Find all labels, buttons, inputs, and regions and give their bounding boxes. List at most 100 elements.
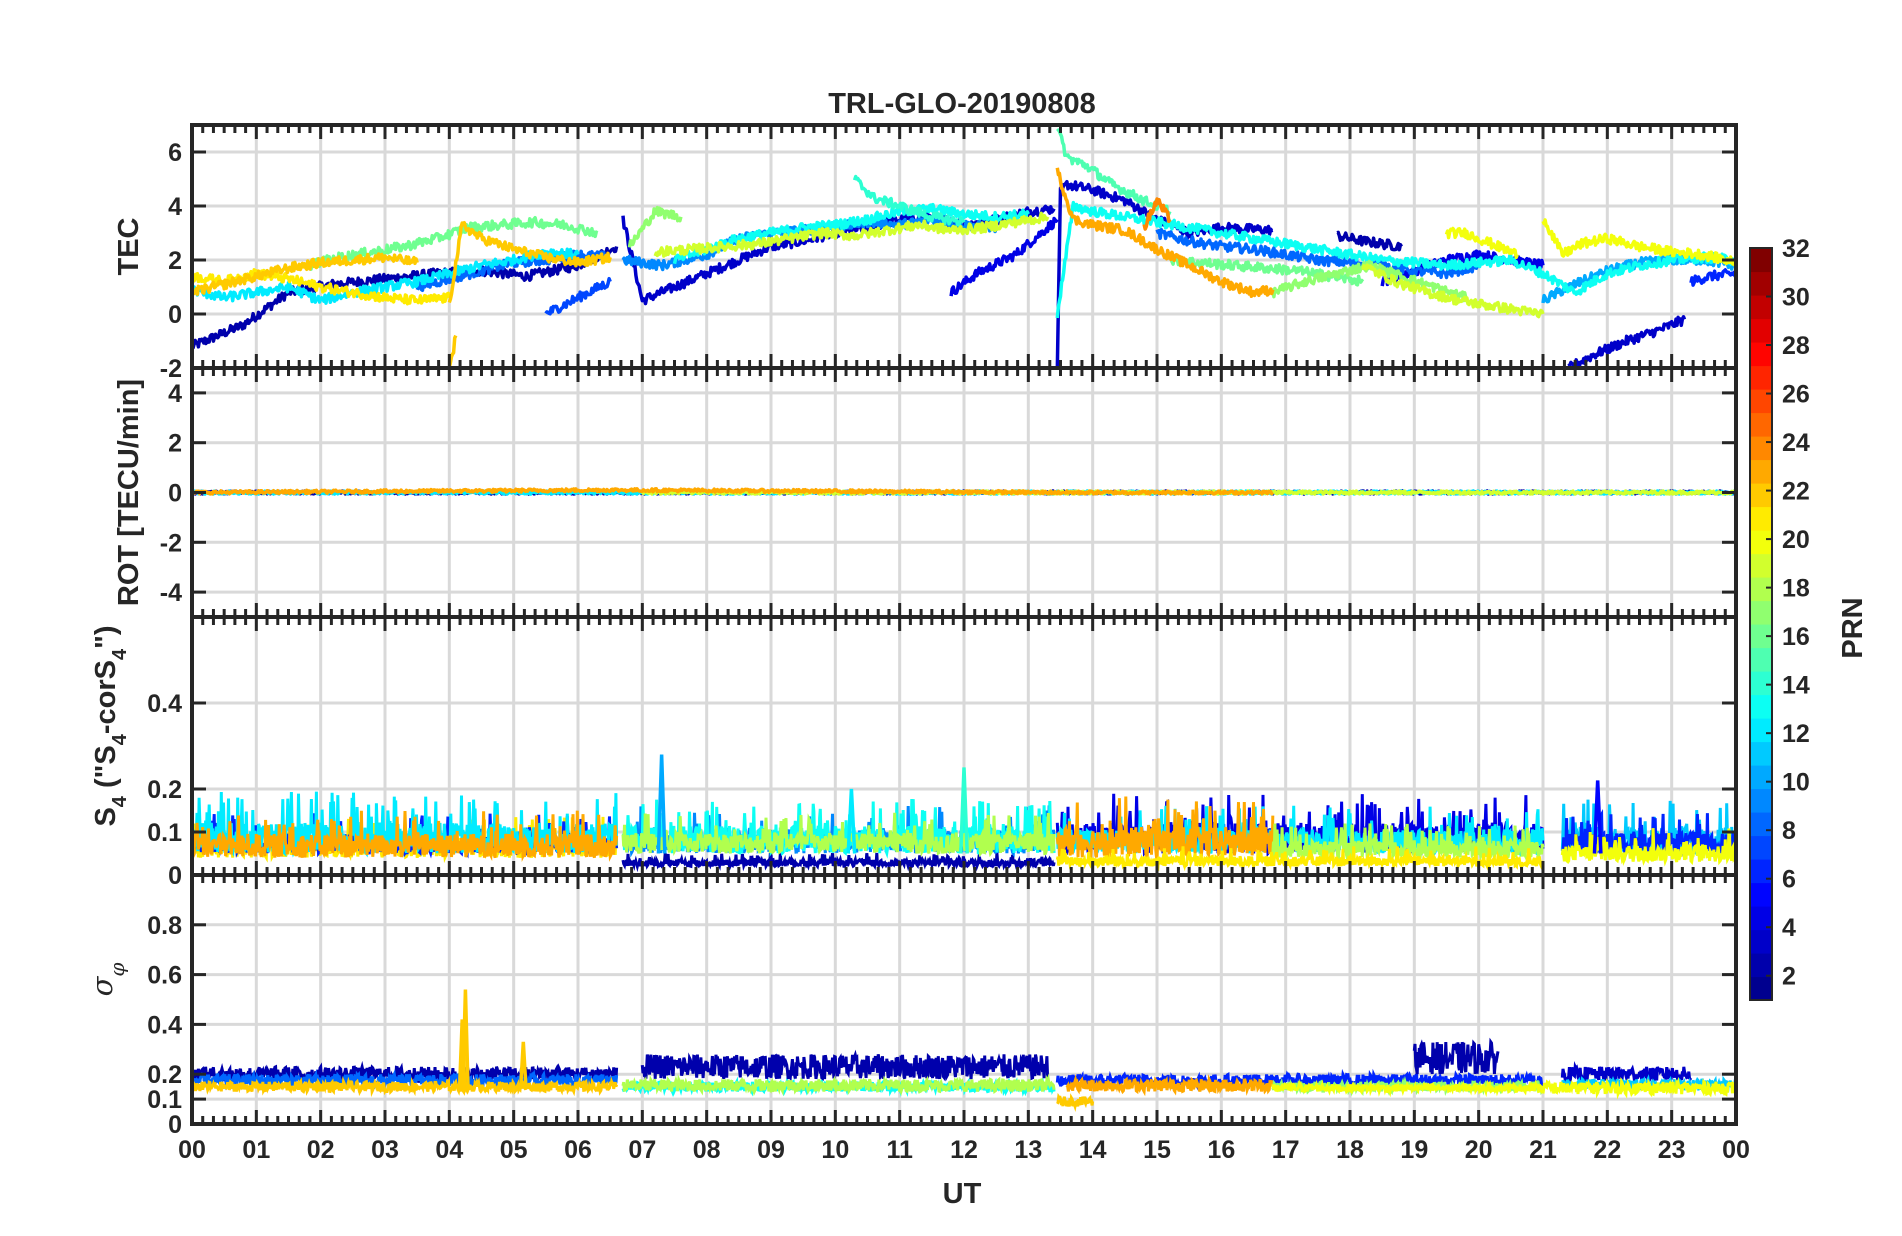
y-tick-label: 0.2 <box>147 1061 182 1089</box>
series-line-prn-20 <box>1444 226 1519 260</box>
chart-title: TRL-GLO-20190808 <box>828 88 1096 120</box>
colorbar-segment <box>1750 365 1772 390</box>
y-tick-label: 0.2 <box>147 776 182 804</box>
y-tick-label: 0.1 <box>147 1086 182 1114</box>
y-tick-label: 0 <box>168 862 182 890</box>
colorbar-segment <box>1750 929 1772 954</box>
x-tick-label: 15 <box>1143 1136 1171 1164</box>
x-axis-label: UT <box>943 1178 982 1210</box>
colorbar-segment <box>1750 882 1772 907</box>
panel-data <box>192 487 1736 496</box>
colorbar-tick-label: 8 <box>1782 817 1796 845</box>
series-line-prn-2 <box>192 1060 619 1086</box>
series-line-prn-18 <box>621 812 1056 858</box>
y-axis-label-part: -corS <box>90 660 122 734</box>
series-line-prn-22 <box>192 252 419 297</box>
series-line-prn-18 <box>621 1073 1056 1097</box>
series-line-prn-2 <box>1412 1037 1500 1075</box>
colorbar-segment <box>1750 624 1772 649</box>
panel-2: -4 -2 0 2 4 ROT [TECU/min] <box>113 366 1738 619</box>
y-axis-label: ROT [TECU/min] <box>113 379 145 606</box>
series-line-prn-12 <box>192 247 580 305</box>
colorbar-segment <box>1750 647 1772 672</box>
x-tick-label: 17 <box>1272 1136 1300 1164</box>
colorbar-segment <box>1750 530 1772 555</box>
spike-prn-12 <box>846 788 857 854</box>
colorbar-segment <box>1750 483 1772 508</box>
y-tick-label: -4 <box>160 579 182 607</box>
colorbar-segment <box>1750 600 1772 625</box>
colorbar-segment <box>1750 506 1772 531</box>
x-tick-label: 19 <box>1400 1136 1428 1164</box>
y-tick-label: 2 <box>168 430 182 458</box>
x-tick-label: 02 <box>307 1136 335 1164</box>
series-line-prn-21 <box>1055 846 1545 872</box>
series-line-prn-23 <box>1065 1074 1275 1097</box>
series-line-prn-17 <box>1271 259 1468 303</box>
colorbar-segment <box>1750 694 1772 719</box>
colorbar-segment <box>1750 459 1772 484</box>
x-tick-label: 14 <box>1079 1136 1107 1164</box>
x-tick-label: 11 <box>886 1136 913 1164</box>
series-line-prn-20 <box>1541 218 1736 267</box>
x-tick-label: 21 <box>1529 1136 1557 1164</box>
colorbar-tick-label: 28 <box>1782 332 1810 360</box>
colorbar-segment <box>1750 671 1772 696</box>
series-line-prn-4 <box>949 216 1059 297</box>
y-tick-label: 0.6 <box>147 962 182 990</box>
colorbar-segment <box>1750 271 1772 296</box>
y-axis-label-part: 4 <box>109 795 131 807</box>
series-line-prn-10 <box>1541 253 1736 304</box>
series-line-prn-16 <box>306 215 599 271</box>
colorbar-segment <box>1750 318 1772 343</box>
colorbar-tick-label: 24 <box>1782 429 1810 457</box>
series-line-prn-23 <box>192 487 1275 496</box>
colorbar-segment <box>1750 248 1772 273</box>
x-tick-label: 20 <box>1465 1136 1493 1164</box>
panel-3: 00.10.20.4S4 ("S4-corS4") <box>90 615 1738 890</box>
colorbar-segment <box>1750 788 1772 813</box>
y-axis-label: TEC <box>113 217 145 275</box>
series-line-prn-22 <box>1056 1092 1095 1113</box>
panel-data <box>192 989 1736 1113</box>
x-tick-label: 01 <box>242 1136 270 1164</box>
series-line-prn-20 <box>1560 828 1736 867</box>
x-tick-label: 03 <box>371 1136 399 1164</box>
series-line-prn-7 <box>544 276 612 316</box>
series-line-prn-17 <box>627 205 683 248</box>
x-tick-label: 05 <box>500 1136 528 1164</box>
series-line-prn-20 <box>1541 1076 1736 1100</box>
x-tick-label: 12 <box>950 1136 978 1164</box>
x-tick-label: 06 <box>564 1136 592 1164</box>
spike-prn-22 <box>457 1019 467 1087</box>
series-line-prn-2 <box>621 850 1056 873</box>
colorbar-tick-label: 16 <box>1782 623 1810 651</box>
series-line-prn-3 <box>1567 315 1687 368</box>
spike-prn-22 <box>518 1041 528 1087</box>
spike-prn-14 <box>959 767 969 854</box>
y-axis-label-part: φ <box>105 963 129 977</box>
y-tick-label: -2 <box>160 529 182 557</box>
panel-data <box>192 128 1736 368</box>
colorbar-tick-label: 4 <box>1782 914 1796 942</box>
x-tick-label: 16 <box>1207 1136 1235 1164</box>
series-line-prn-6 <box>1689 268 1736 287</box>
series-line-prn-2 <box>192 246 619 350</box>
colorbar-segment <box>1750 342 1772 367</box>
series-line-prn-23 <box>1055 167 1275 299</box>
panel-1: -2 0 2 4 6 TEC <box>113 123 1738 383</box>
y-tick-label: 0 <box>168 480 182 508</box>
y-tick-label: 0.4 <box>147 690 182 718</box>
colorbar-segment <box>1750 765 1772 790</box>
panel-4: 00.10.2 0.4 0.6 0.8 σφ 00 01 02 03 04 05 06 07 08 09 10… <box>85 873 1750 1164</box>
x-tick-label: 09 <box>757 1136 785 1164</box>
colorbar-tick-label: 2 <box>1782 963 1796 991</box>
colorbar-tick-label: 32 <box>1782 235 1810 263</box>
x-tick-label: 10 <box>821 1136 849 1164</box>
colorbar-segment <box>1750 741 1772 766</box>
colorbar-tick-label: 10 <box>1782 769 1810 797</box>
series-line-prn-15 <box>1056 128 1172 217</box>
y-axis-label-part: ("S <box>90 745 122 796</box>
